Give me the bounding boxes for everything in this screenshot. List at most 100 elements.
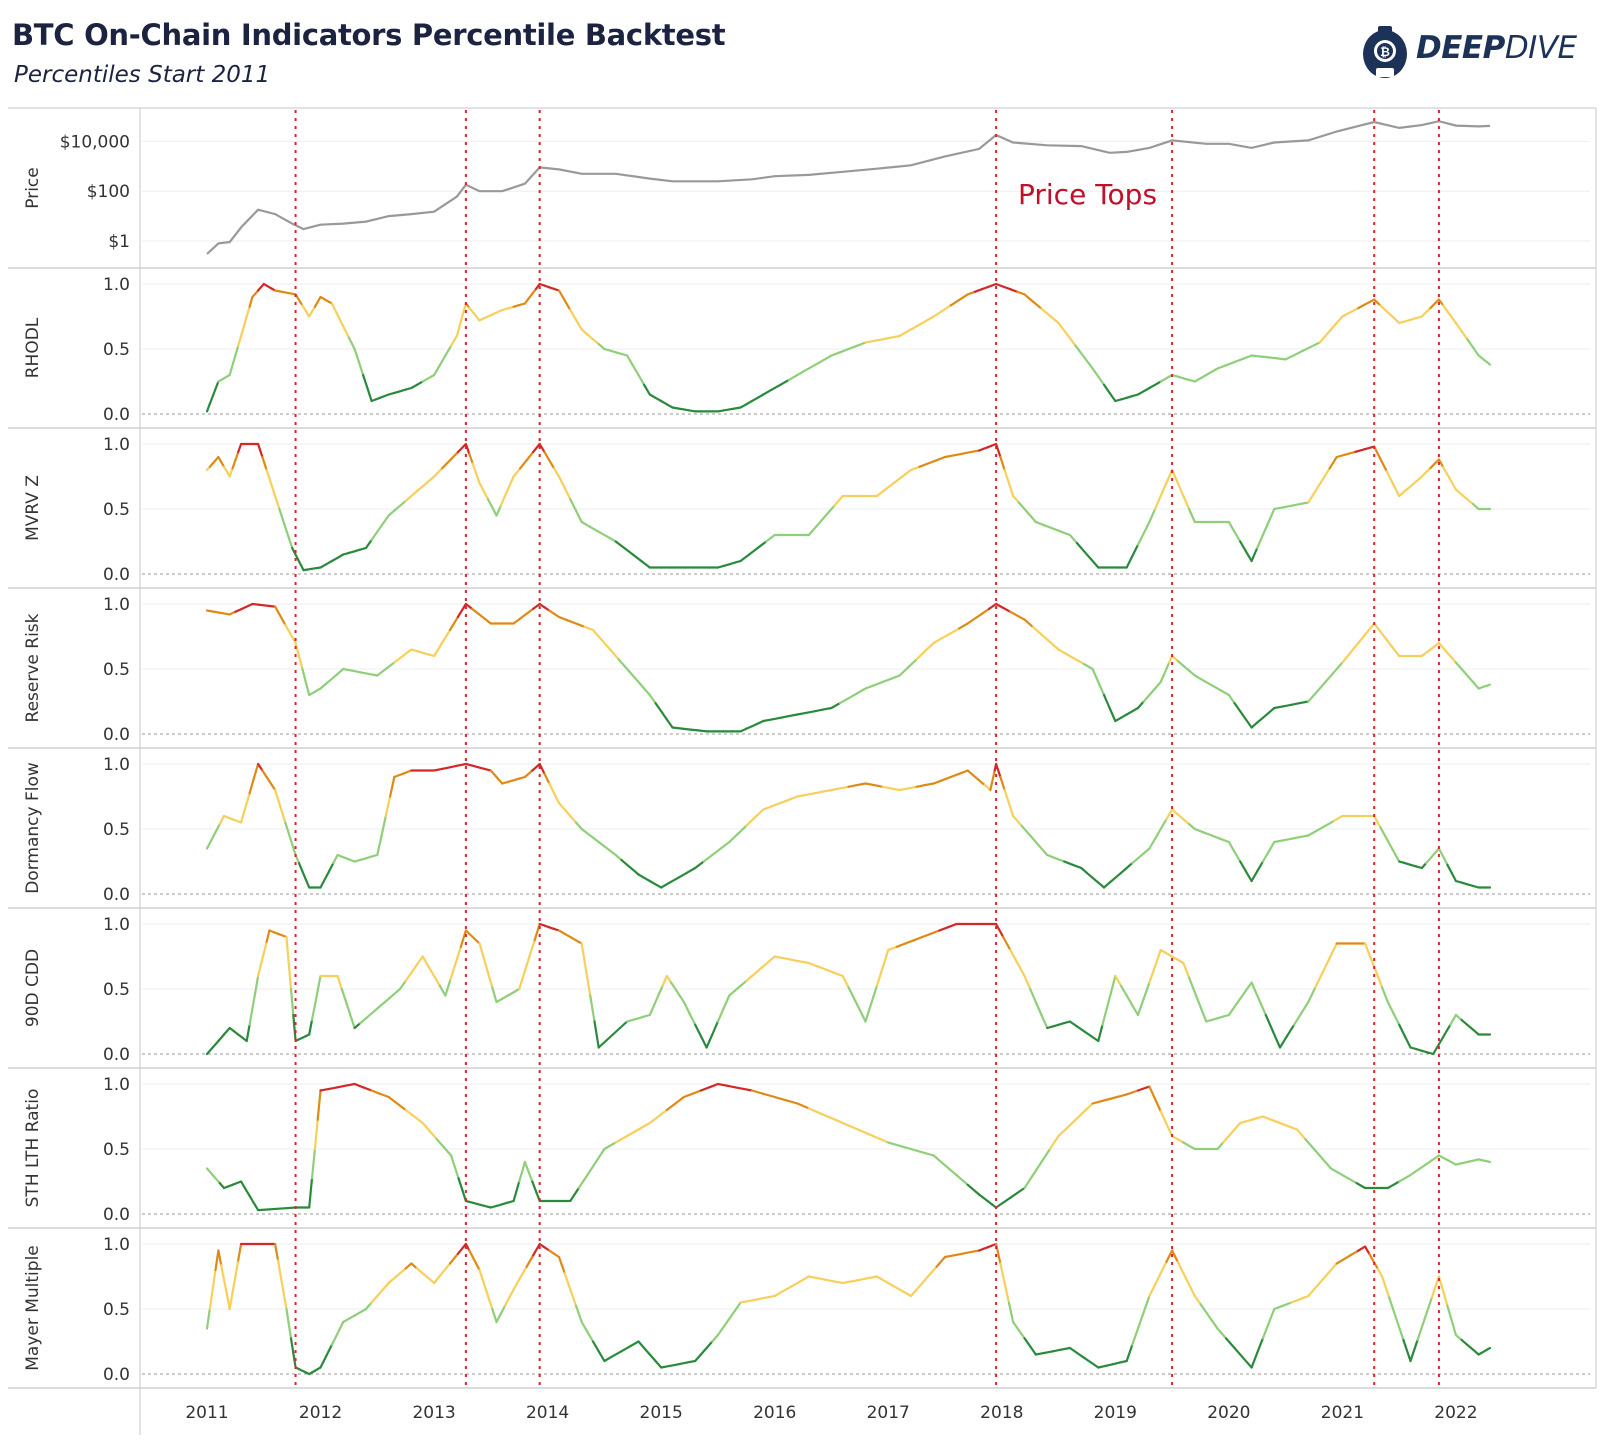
series-segment: [381, 997, 390, 1005]
series-segment: [1391, 848, 1401, 863]
series-segment: [824, 968, 836, 974]
series-segment: [1080, 866, 1089, 875]
series-segment: [1385, 638, 1395, 650]
series-segment: [563, 1272, 572, 1291]
series-segment: [1199, 1005, 1208, 1023]
series-segment: [1241, 354, 1253, 360]
series-segment: [637, 680, 646, 690]
series-segment: [1346, 1177, 1358, 1185]
series-segment: [1307, 986, 1317, 1004]
series-segment: [240, 325, 245, 338]
series-segment: [503, 485, 511, 498]
series-segment: [265, 775, 272, 785]
series-segment: [1187, 976, 1196, 994]
series-segment: [969, 1249, 981, 1254]
series-segment: [222, 1026, 231, 1036]
series-segment: [872, 783, 884, 788]
series-segment: [448, 451, 459, 462]
x-tick-label: 2011: [185, 1403, 228, 1423]
series-segment: [1270, 1118, 1282, 1125]
y-tick-label: 0.0: [103, 1365, 130, 1385]
y-tick-label: 0.5: [103, 340, 130, 360]
panel-label: MVRV Z: [23, 475, 43, 541]
series-segment: [847, 986, 856, 1000]
series-segment: [508, 475, 515, 488]
series-segment: [1315, 824, 1327, 832]
series-segment: [1257, 997, 1267, 1017]
series-segment: [1250, 981, 1260, 1000]
series-segment: [1471, 1348, 1480, 1356]
series-segment: [240, 806, 247, 824]
series-segment: [234, 451, 240, 462]
panel-label: RHODL: [23, 317, 43, 378]
series-segment: [816, 965, 827, 971]
series-segment: [491, 986, 498, 1004]
series-segment: [453, 1165, 460, 1180]
series-segment: [966, 290, 976, 296]
series-segment: [1017, 501, 1026, 511]
series-segment: [362, 373, 369, 390]
series-segment: [1450, 871, 1458, 883]
series-segment: [682, 1000, 691, 1015]
series-segment: [345, 1000, 352, 1017]
y-tick-label: 0.5: [103, 980, 130, 1000]
series-segment: [1437, 298, 1445, 307]
series-segment: [1307, 490, 1317, 504]
series-segment: [943, 454, 955, 459]
series-segment: [1415, 475, 1424, 483]
series-segment: [1125, 1343, 1134, 1363]
series-segment: [427, 475, 436, 483]
series-segment: [1281, 837, 1293, 842]
series-segment: [525, 607, 535, 615]
y-tick-label: 0.5: [103, 660, 130, 680]
series-segment: [1385, 837, 1395, 852]
series-segment: [762, 1092, 776, 1099]
series-segment: [580, 520, 592, 529]
series-segment: [858, 1276, 870, 1281]
series-segment: [252, 762, 260, 780]
series-segment: [1398, 490, 1406, 498]
series-segment: [1227, 520, 1236, 533]
series-segment: [1090, 1361, 1100, 1369]
series-segment: [205, 1307, 211, 1330]
series-segment: [1007, 1301, 1015, 1324]
series-segment: [660, 710, 668, 721]
series-segment: [262, 940, 268, 955]
series-segment: [657, 984, 664, 997]
series-segment: [821, 788, 833, 793]
series-segment: [1165, 661, 1171, 671]
series-segment: [336, 1084, 348, 1089]
series-segment: [748, 546, 759, 556]
series-segment: [1379, 826, 1388, 840]
series-segment: [949, 627, 961, 635]
series-segment: [1082, 550, 1093, 561]
series-segment: [1454, 488, 1463, 496]
series-segment: [838, 785, 850, 790]
series-segment: [1176, 481, 1185, 498]
series-segment: [867, 1275, 879, 1280]
series-segment: [478, 1268, 485, 1285]
series-segment: [1312, 1147, 1324, 1160]
series-segment: [1105, 991, 1113, 1010]
series-segment: [515, 1180, 521, 1193]
series-segment: [1104, 1363, 1114, 1368]
series-segment: [398, 979, 407, 991]
series-segment: [359, 1017, 368, 1025]
series-segment: [674, 987, 681, 997]
series-segment: [1267, 706, 1276, 715]
series-segment: [600, 638, 612, 651]
series-segment: [648, 1115, 660, 1125]
series-segment: [816, 1276, 827, 1281]
series-segment: [969, 449, 981, 454]
series-segment: [1091, 667, 1100, 684]
series-segment: [557, 475, 566, 489]
y-tick-label: 0.0: [103, 725, 130, 745]
series-segment: [990, 775, 995, 785]
series-segment: [285, 1307, 290, 1325]
series-segment: [872, 338, 884, 342]
series-segment: [464, 442, 471, 455]
series-segment: [1290, 701, 1301, 706]
series-segment: [259, 952, 265, 966]
series-segment: [901, 468, 913, 478]
series-segment: [284, 623, 292, 636]
